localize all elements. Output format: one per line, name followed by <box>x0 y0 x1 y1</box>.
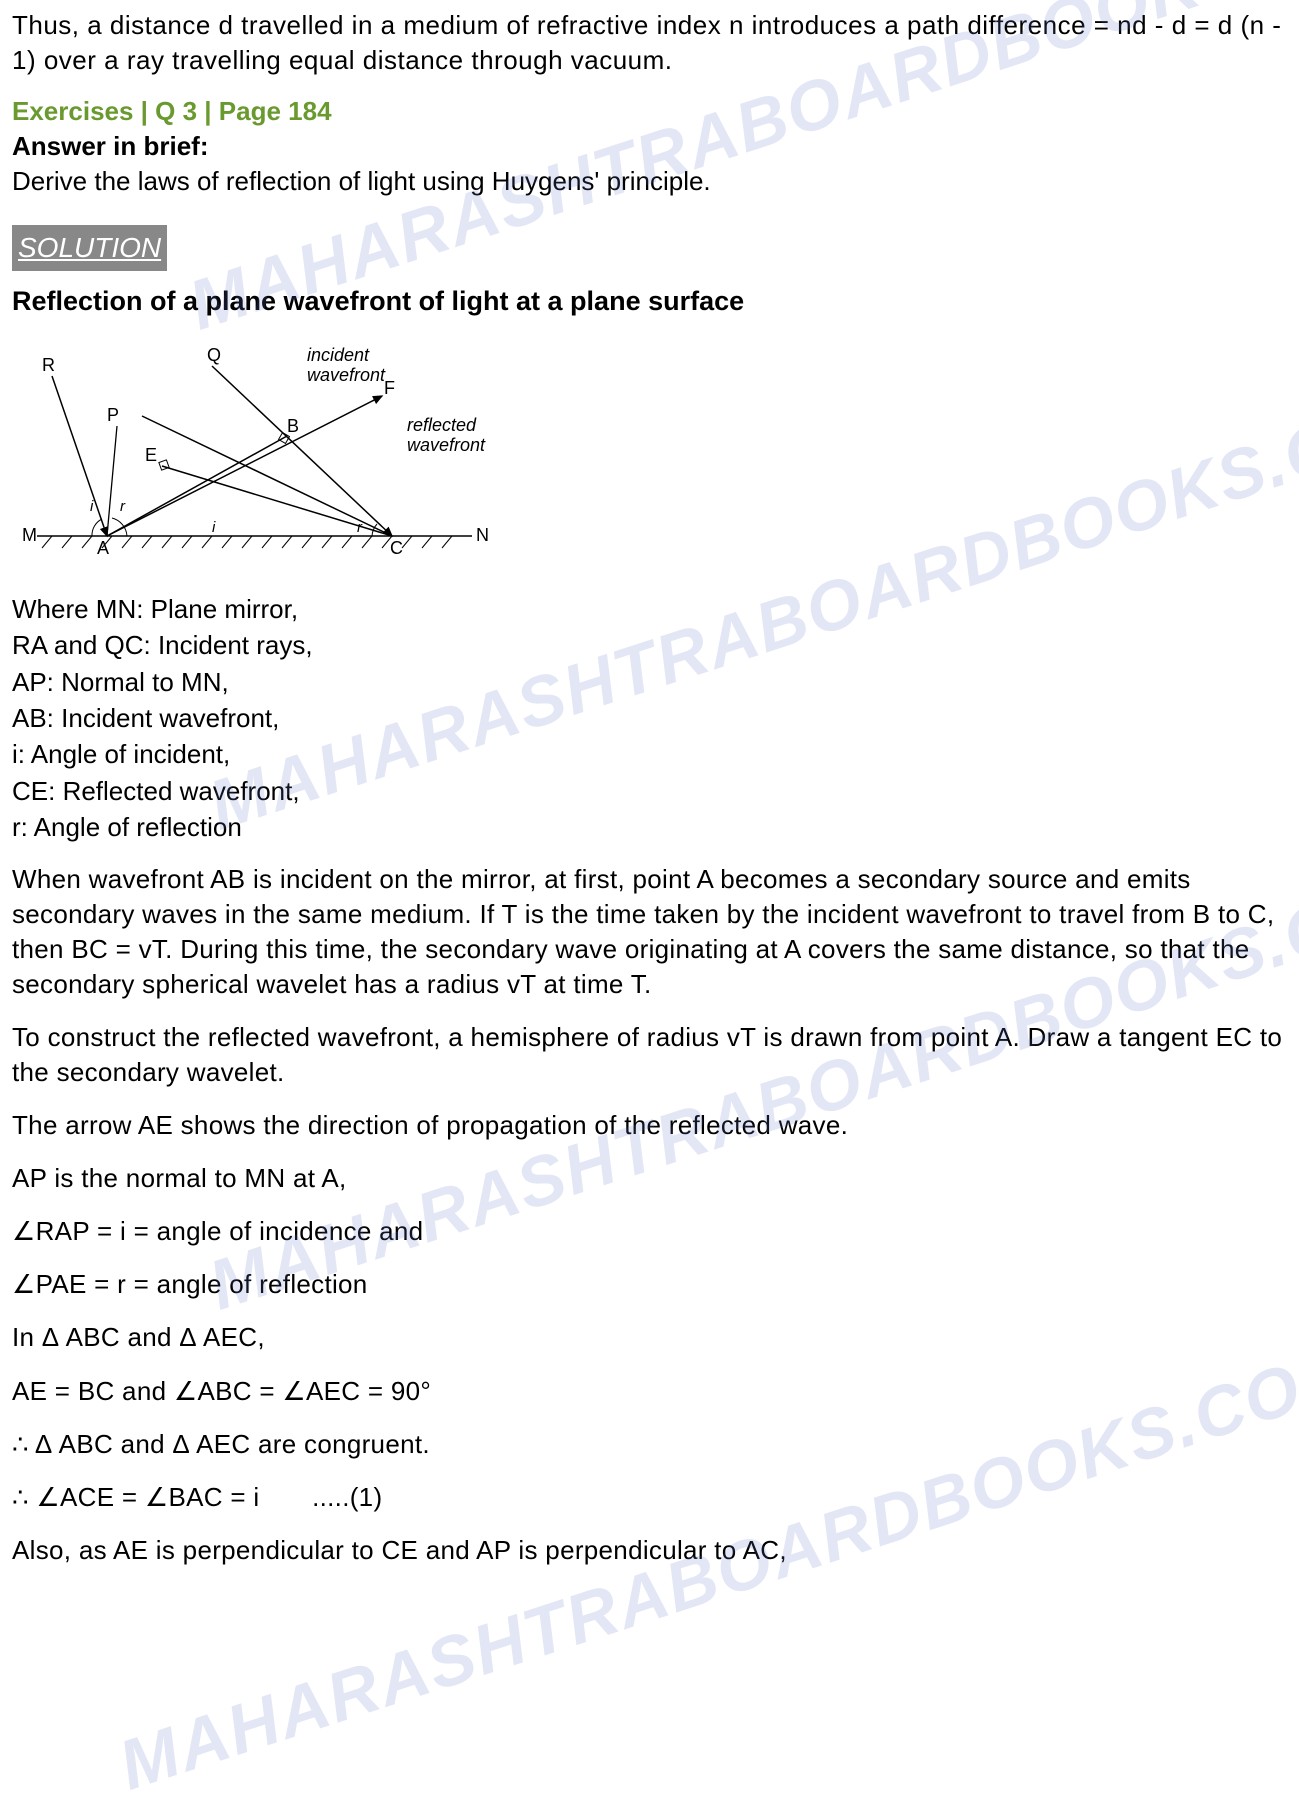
para-4: AP is the normal to MN at A, <box>12 1161 1287 1196</box>
diagram-label-n: N <box>476 525 489 545</box>
diagram-text-wavefront1: wavefront <box>307 365 386 385</box>
def-ra-qc: RA and QC: Incident rays, <box>12 627 1287 663</box>
diagram-label-p: P <box>107 405 119 425</box>
solution-badge: SOLUTION <box>12 225 167 271</box>
para-1: When wavefront AB is incident on the mir… <box>12 862 1287 1002</box>
diagram-angle-i: i <box>90 498 94 515</box>
exercise-header: Exercises | Q 3 | Page 184 <box>12 94 1287 129</box>
diagram-angle-i2: i <box>212 519 216 536</box>
diagram-label-q: Q <box>207 345 221 365</box>
diagram-label-m: M <box>22 525 37 545</box>
diagram-label-f: F <box>384 378 395 398</box>
para-6: ∠PAE = r = angle of reflection <box>12 1267 1287 1302</box>
def-ce: CE: Reflected wavefront, <box>12 773 1287 809</box>
diagram-label-r: R <box>42 355 55 375</box>
section-heading: Reflection of a plane wavefront of light… <box>12 283 1287 319</box>
diagram-angle-r: r <box>120 498 126 515</box>
para-11: Also, as AE is perpendicular to CE and A… <box>12 1533 1287 1568</box>
para-10: ∴ ∠ACE = ∠BAC = i .....(1) <box>12 1480 1287 1515</box>
def-mn: Where MN: Plane mirror, <box>12 591 1287 627</box>
para-3: The arrow AE shows the direction of prop… <box>12 1108 1287 1143</box>
intro-paragraph: Thus, a distance d travelled in a medium… <box>12 8 1287 78</box>
def-i: i: Angle of incident, <box>12 736 1287 772</box>
para-9: ∴ Δ ABC and Δ AEC are congruent. <box>12 1427 1287 1462</box>
reflection-diagram: R Q P E B F M N A C i r i r incident wav… <box>12 336 1287 575</box>
para-5: ∠RAP = i = angle of incidence and <box>12 1214 1287 1249</box>
def-r: r: Angle of reflection <box>12 809 1287 845</box>
diagram-label-b: B <box>287 416 299 436</box>
definitions-list: Where MN: Plane mirror, RA and QC: Incid… <box>12 591 1287 846</box>
question-text: Derive the laws of reflection of light u… <box>12 164 1287 199</box>
para-8: AE = BC and ∠ABC = ∠AEC = 90° <box>12 1374 1287 1409</box>
diagram-text-wavefront2: wavefront <box>407 435 486 455</box>
diagram-label-c: C <box>390 538 403 558</box>
def-ab: AB: Incident wavefront, <box>12 700 1287 736</box>
answer-in-brief-label: Answer in brief: <box>12 129 1287 164</box>
para-2: To construct the reflected wavefront, a … <box>12 1020 1287 1090</box>
diagram-text-reflected: reflected <box>407 415 477 435</box>
diagram-label-e: E <box>145 445 157 465</box>
def-ap: AP: Normal to MN, <box>12 664 1287 700</box>
para-7: In Δ ABC and Δ AEC, <box>12 1320 1287 1355</box>
diagram-label-a: A <box>97 538 109 558</box>
diagram-text-incident: incident <box>307 345 370 365</box>
